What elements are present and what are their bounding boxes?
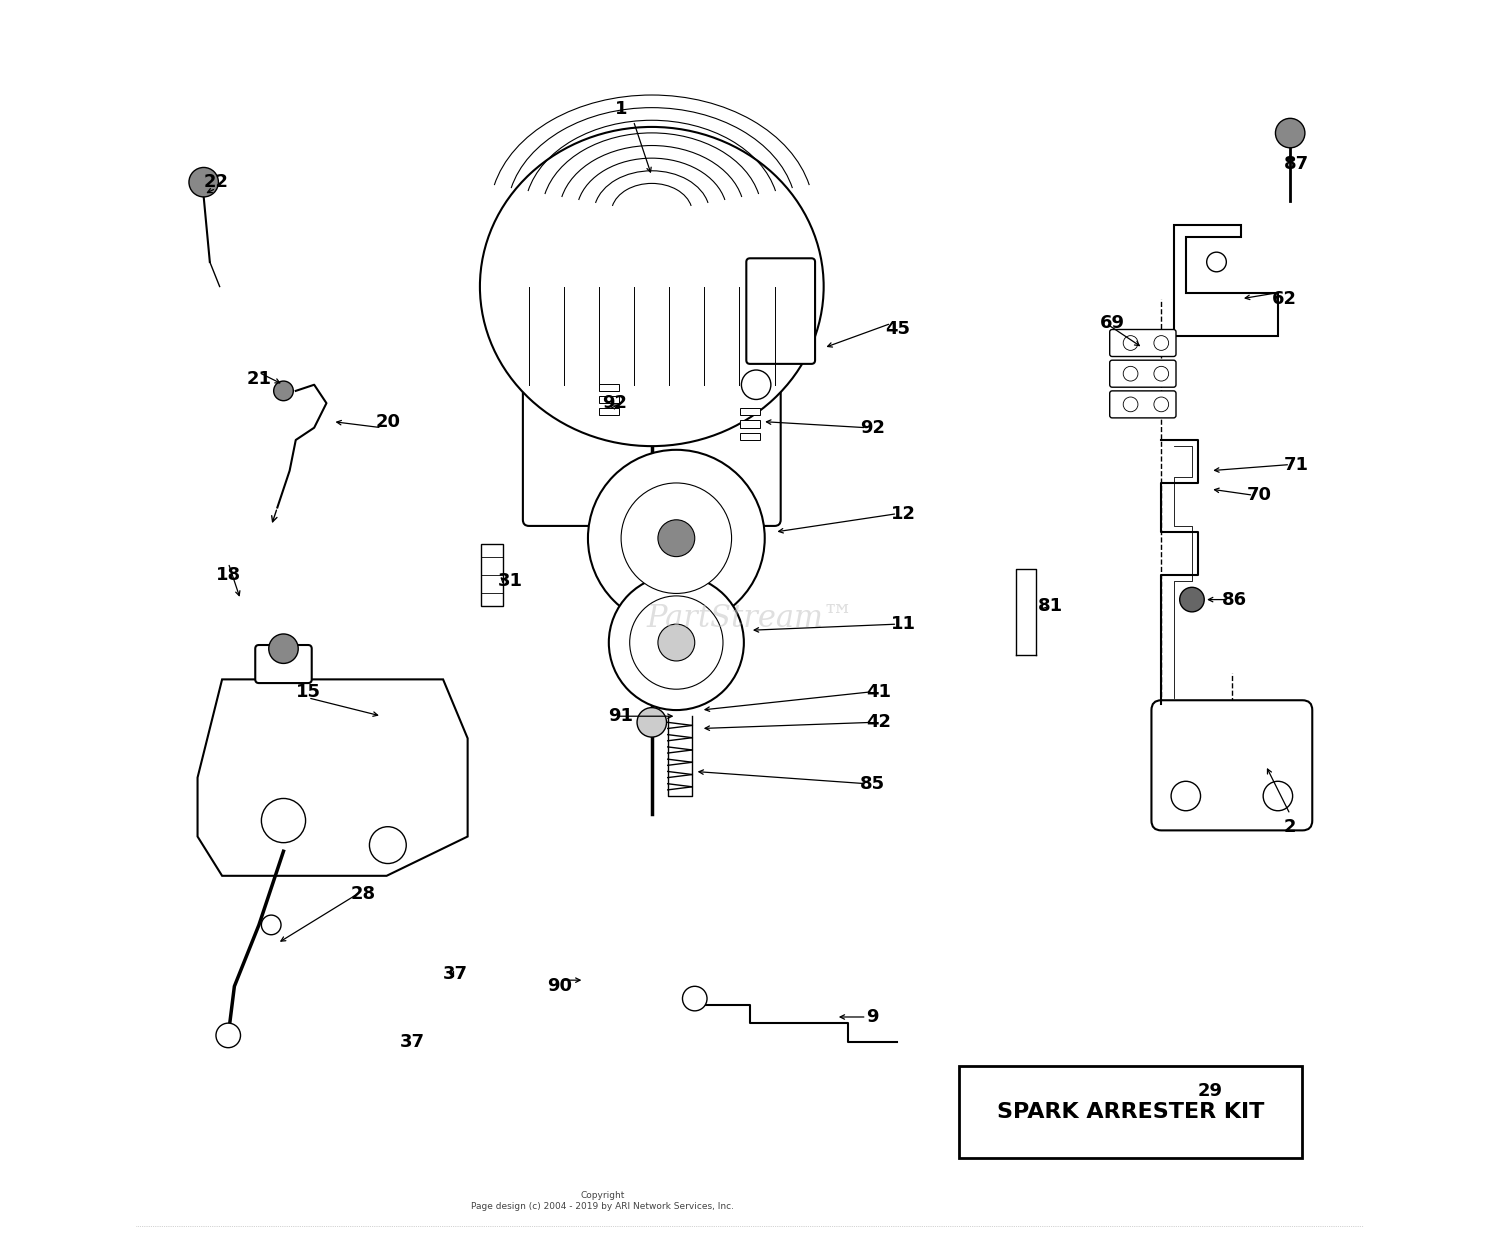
Circle shape — [216, 1023, 240, 1048]
FancyBboxPatch shape — [1110, 391, 1176, 418]
Circle shape — [638, 708, 666, 737]
Text: SPARK ARRESTER KIT: SPARK ARRESTER KIT — [998, 1103, 1264, 1122]
Circle shape — [1124, 336, 1138, 350]
Bar — [740, 420, 760, 428]
Bar — [740, 433, 760, 440]
Bar — [598, 383, 618, 391]
Text: PartStream™: PartStream™ — [646, 602, 854, 634]
Circle shape — [1206, 252, 1227, 272]
Text: 41: 41 — [867, 682, 891, 701]
Circle shape — [189, 167, 219, 197]
Text: 86: 86 — [1222, 591, 1248, 608]
Circle shape — [1154, 397, 1168, 412]
Circle shape — [1124, 397, 1138, 412]
Text: 92: 92 — [603, 394, 627, 412]
Text: 42: 42 — [867, 713, 891, 732]
Bar — [740, 408, 760, 415]
Text: 28: 28 — [351, 885, 376, 904]
Circle shape — [273, 381, 294, 400]
Circle shape — [1154, 336, 1168, 350]
Text: 11: 11 — [891, 616, 916, 633]
Text: 1: 1 — [615, 100, 627, 117]
Circle shape — [630, 596, 723, 690]
Circle shape — [658, 624, 694, 661]
Text: 37: 37 — [400, 1032, 424, 1051]
Circle shape — [1275, 119, 1305, 148]
Circle shape — [261, 798, 306, 843]
Circle shape — [588, 450, 765, 627]
Ellipse shape — [480, 127, 824, 446]
Circle shape — [1172, 781, 1200, 811]
Circle shape — [369, 827, 407, 864]
Text: 90: 90 — [548, 978, 572, 995]
Text: 85: 85 — [859, 775, 885, 792]
Bar — [598, 408, 618, 415]
Text: 37: 37 — [442, 965, 468, 983]
FancyBboxPatch shape — [1110, 360, 1176, 387]
FancyBboxPatch shape — [255, 645, 312, 684]
Text: 18: 18 — [216, 566, 242, 585]
Circle shape — [1263, 781, 1293, 811]
Circle shape — [261, 915, 280, 934]
Circle shape — [621, 483, 732, 593]
Circle shape — [682, 986, 706, 1011]
Text: 31: 31 — [498, 572, 523, 590]
Text: 91: 91 — [609, 707, 633, 726]
Text: 69: 69 — [1100, 314, 1125, 332]
Text: 45: 45 — [885, 320, 910, 339]
Text: 2: 2 — [1284, 818, 1296, 836]
Text: 81: 81 — [1038, 597, 1064, 614]
FancyBboxPatch shape — [958, 1067, 1302, 1158]
Polygon shape — [1173, 225, 1278, 336]
Circle shape — [658, 520, 694, 556]
Text: 20: 20 — [375, 413, 400, 430]
Text: 92: 92 — [861, 419, 885, 436]
Text: 15: 15 — [296, 682, 321, 701]
Polygon shape — [198, 680, 468, 876]
Text: 71: 71 — [1284, 456, 1310, 473]
Text: 29: 29 — [1198, 1082, 1222, 1100]
Circle shape — [741, 370, 771, 399]
FancyBboxPatch shape — [1152, 701, 1312, 831]
Text: 9: 9 — [867, 1009, 879, 1026]
Text: 70: 70 — [1246, 486, 1272, 504]
Circle shape — [1124, 366, 1138, 381]
Text: 22: 22 — [204, 173, 228, 192]
Circle shape — [609, 575, 744, 709]
Text: 12: 12 — [891, 504, 916, 523]
FancyBboxPatch shape — [524, 366, 780, 527]
Bar — [598, 396, 618, 403]
Circle shape — [1154, 366, 1168, 381]
Text: Copyright
Page design (c) 2004 - 2019 by ARI Network Services, Inc.: Copyright Page design (c) 2004 - 2019 by… — [471, 1192, 734, 1211]
FancyBboxPatch shape — [1110, 330, 1176, 356]
Text: 21: 21 — [246, 370, 272, 388]
Circle shape — [268, 634, 298, 664]
Bar — [482, 544, 502, 606]
Circle shape — [1179, 587, 1204, 612]
Text: 62: 62 — [1272, 289, 1296, 308]
Text: 87: 87 — [1284, 154, 1310, 173]
FancyBboxPatch shape — [747, 258, 814, 363]
